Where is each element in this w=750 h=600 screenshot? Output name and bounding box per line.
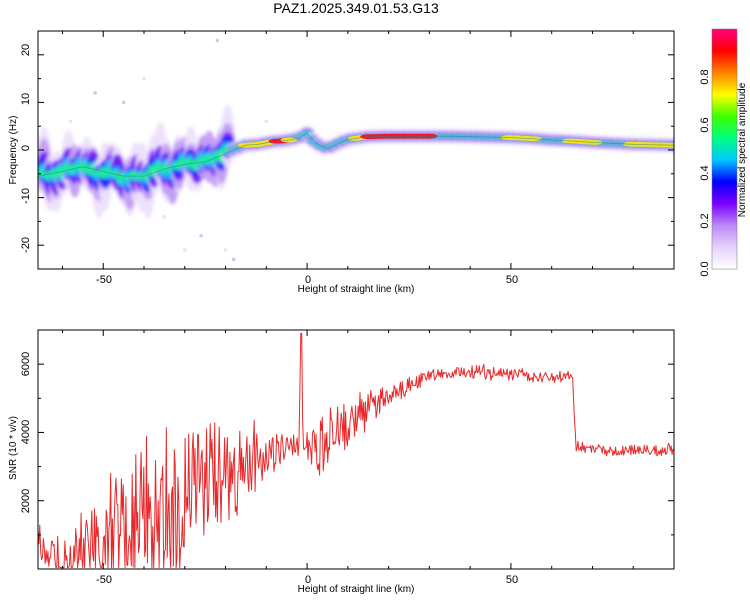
snr-frame	[37, 329, 675, 570]
spectrogram-y-axis-label: Frequency (Hz)	[8, 116, 19, 185]
snr-series-line	[38, 332, 674, 569]
colorbar-tick-0-2: 0.2	[699, 213, 711, 228]
spectral-speck	[142, 76, 146, 81]
spectral-ridge-line	[38, 132, 674, 177]
spectrogram-x-tick-labels: -50 0 50	[96, 274, 518, 286]
xtick-label-0: 0	[305, 274, 311, 286]
spectral-speck	[68, 119, 73, 124]
spectrogram-y-tick-labels: 20 10 0 -10 -20	[20, 44, 32, 253]
spectrogram-ticks	[38, 30, 675, 270]
spectrogram-x-axis-label: Height of straight line (km)	[298, 284, 415, 295]
colorbar-tick-0-6: 0.6	[699, 117, 711, 132]
colorbar-tick-0-0: 0.0	[699, 261, 711, 276]
colorbar-tick-0-4: 0.4	[699, 165, 711, 180]
colorbar: 0.0 0.2 0.4 0.6 0.8 Normalized spectral …	[699, 28, 748, 277]
spectral-speck	[231, 257, 236, 262]
snr-ytick-label-6000: 6000	[20, 352, 32, 376]
snr-x-tick-labels: -50 0 50	[96, 574, 518, 586]
spectrogram-panel: 20 10 0 -10 -20 -50 0 50 Height of strai…	[8, 30, 675, 295]
xtick-label-neg50: -50	[96, 274, 112, 286]
spectral-speck	[215, 38, 220, 43]
snr-y-tick-labels: 6000 4000 2000	[20, 352, 32, 513]
colorbar-label: Normalized spectral amplitude	[737, 82, 748, 217]
ytick-label-10: 10	[20, 93, 32, 105]
chart-title: PAZ1.2025.349.01.53.G13	[273, 0, 439, 16]
spectral-speck	[199, 233, 203, 238]
colorbar-tick-0-8: 0.8	[699, 69, 711, 84]
spectral-speck	[223, 248, 228, 252]
colorbar-frame	[711, 28, 738, 270]
snr-plot	[38, 332, 674, 569]
colorbar-tick-labels: 0.0 0.2 0.4 0.6 0.8	[699, 69, 711, 276]
ytick-label-neg10: -10	[20, 188, 32, 204]
snr-ticks	[38, 329, 675, 570]
spectral-speck	[162, 214, 167, 219]
snr-ytick-label-2000: 2000	[20, 489, 32, 513]
ytick-label-0: 0	[20, 145, 32, 151]
spectral-speck	[182, 248, 187, 252]
spectral-speck	[264, 119, 269, 124]
xtick-label-50: 50	[506, 274, 518, 286]
snr-xtick-label-neg50: -50	[96, 574, 112, 586]
snr-ytick-label-4000: 4000	[20, 420, 32, 444]
spectrogram-image	[38, 38, 674, 262]
snr-xtick-label-50: 50	[506, 574, 518, 586]
spectral-speck	[121, 100, 126, 105]
snr-y-axis-label: SNR (10 * v/v)	[8, 416, 19, 480]
snr-xtick-label-0: 0	[305, 574, 311, 586]
colorbar-gradient	[712, 29, 737, 269]
ytick-label-20: 20	[20, 44, 32, 56]
spectral-speck	[93, 91, 97, 95]
ytick-label-neg20: -20	[20, 237, 32, 253]
snr-x-axis-label: Height of straight line (km)	[298, 584, 415, 595]
snr-panel: 6000 4000 2000 -50 0 50 Height of straig…	[8, 329, 675, 595]
